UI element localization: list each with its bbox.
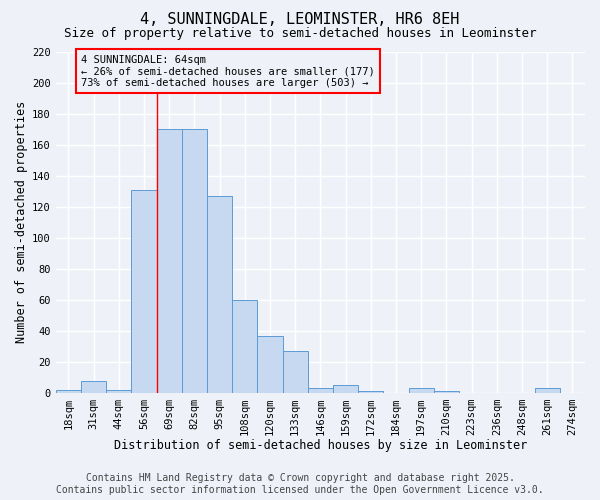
Bar: [56, 390, 81, 393]
Text: 4 SUNNINGDALE: 64sqm
← 26% of semi-detached houses are smaller (177)
73% of semi: 4 SUNNINGDALE: 64sqm ← 26% of semi-detac…: [81, 54, 375, 88]
Bar: [283, 351, 308, 393]
Bar: [333, 385, 358, 393]
Bar: [207, 196, 232, 393]
Bar: [182, 129, 207, 393]
X-axis label: Distribution of semi-detached houses by size in Leominster: Distribution of semi-detached houses by …: [114, 440, 527, 452]
Bar: [535, 388, 560, 393]
Bar: [81, 380, 106, 393]
Bar: [358, 392, 383, 393]
Text: 4, SUNNINGDALE, LEOMINSTER, HR6 8EH: 4, SUNNINGDALE, LEOMINSTER, HR6 8EH: [140, 12, 460, 28]
Text: Contains HM Land Registry data © Crown copyright and database right 2025.
Contai: Contains HM Land Registry data © Crown c…: [56, 474, 544, 495]
Y-axis label: Number of semi-detached properties: Number of semi-detached properties: [15, 101, 28, 344]
Bar: [434, 392, 459, 393]
Text: Size of property relative to semi-detached houses in Leominster: Size of property relative to semi-detach…: [64, 28, 536, 40]
Bar: [157, 129, 182, 393]
Bar: [257, 336, 283, 393]
Bar: [131, 190, 157, 393]
Bar: [106, 390, 131, 393]
Bar: [232, 300, 257, 393]
Bar: [409, 388, 434, 393]
Bar: [308, 388, 333, 393]
